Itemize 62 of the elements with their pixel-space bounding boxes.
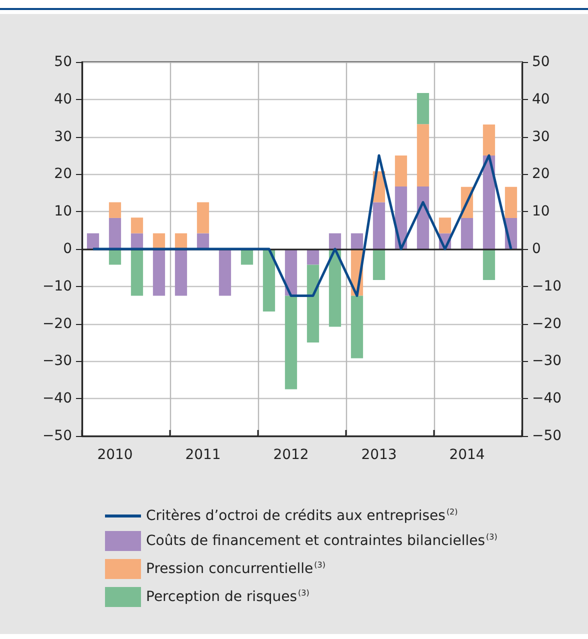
bar (482, 156, 496, 249)
bar (482, 249, 496, 280)
bar (218, 249, 232, 296)
bar (152, 233, 166, 249)
y2-tick-label: −30 (532, 353, 562, 370)
bar (460, 218, 474, 249)
y2-tick-label: 40 (532, 91, 550, 108)
y-tick-label: 30 (54, 128, 72, 145)
bar (416, 186, 430, 249)
bar (416, 93, 430, 124)
y-tick-label: 0 (63, 241, 72, 257)
bar (262, 249, 276, 312)
bar (438, 218, 452, 234)
y-tick-label: 10 (54, 204, 72, 220)
y2-tick-label: 50 (532, 54, 550, 70)
x-tick-label: 2012 (273, 447, 309, 463)
y-tick-label: 40 (54, 91, 72, 108)
bar (284, 249, 298, 296)
bar (416, 124, 430, 187)
bar (174, 233, 188, 249)
y-tick-label: −30 (42, 353, 72, 370)
y-tick-label: −20 (42, 316, 72, 332)
bar (504, 186, 518, 218)
y2-tick-label: 30 (532, 128, 550, 145)
y2-tick-label: −50 (532, 428, 562, 444)
y2-tick-label: 20 (532, 166, 550, 182)
y-tick-label: −50 (42, 428, 72, 444)
y2-tick-label: 10 (532, 204, 550, 220)
bar (372, 202, 386, 249)
bar (306, 264, 320, 342)
bar (196, 202, 210, 234)
y-tick-label: −10 (42, 278, 72, 294)
bar (152, 249, 166, 296)
bar (394, 156, 408, 187)
bar (328, 233, 342, 249)
bar (108, 202, 122, 218)
y2-tick-label: 0 (532, 241, 541, 257)
bar (196, 233, 210, 249)
bar (482, 124, 496, 156)
bar (108, 218, 122, 249)
y2-tick-label: −40 (532, 390, 562, 407)
bar (130, 249, 144, 296)
x-tick-label: 2011 (185, 447, 221, 463)
bar (306, 249, 320, 265)
bar (130, 233, 144, 249)
y-tick-label: 20 (54, 166, 72, 182)
bar (372, 249, 386, 280)
x-tick-label: 2014 (449, 447, 485, 463)
x-tick-label: 2010 (97, 447, 133, 463)
bar (350, 233, 364, 249)
y-tick-label: 50 (54, 54, 72, 70)
bar (174, 249, 188, 296)
bar (284, 296, 298, 390)
y2-tick-label: −10 (532, 278, 562, 294)
bar (328, 249, 342, 327)
bar (130, 218, 144, 234)
bar (86, 233, 100, 249)
line-series (92, 154, 512, 297)
y2-tick-label: −20 (532, 316, 562, 332)
x-tick-label: 2013 (361, 447, 397, 463)
y-tick-label: −40 (42, 390, 72, 407)
bar (350, 296, 364, 358)
